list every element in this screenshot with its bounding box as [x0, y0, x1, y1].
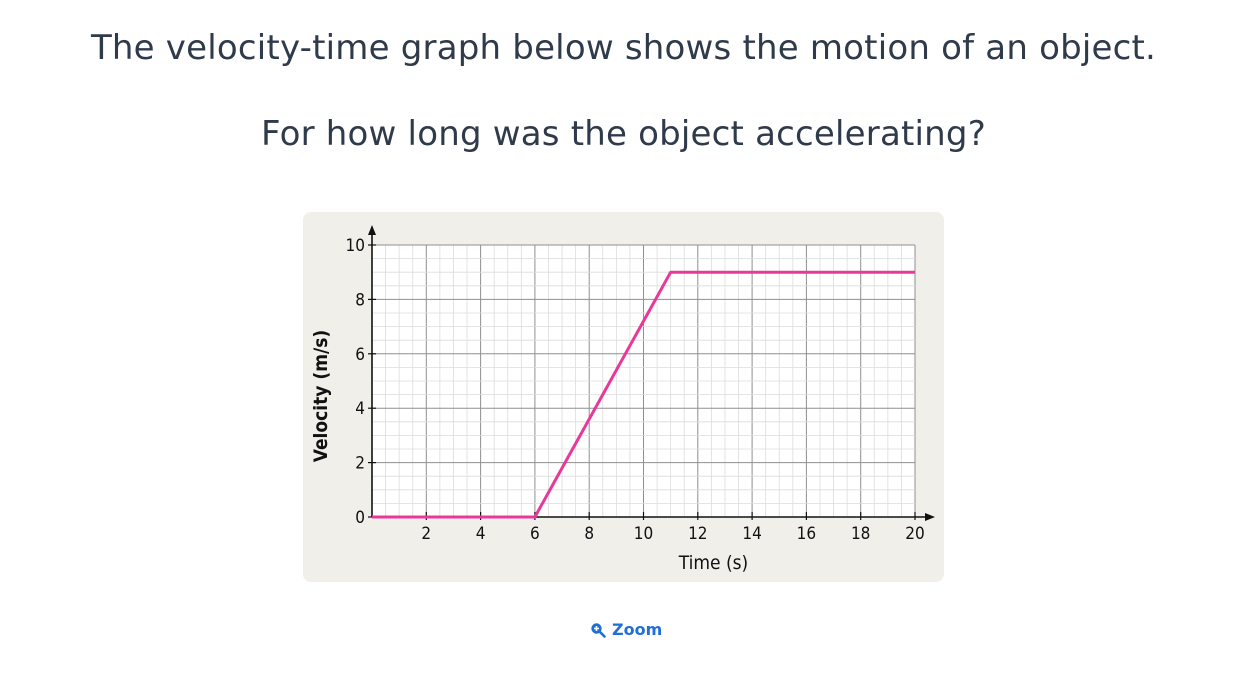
y-tick-label: 4 [355, 399, 365, 419]
series-line [372, 270, 915, 519]
graph-card: 2 4 6 8 10 12 14 16 18 20 0 2 4 6 8 10 Time (s) Velocity … [303, 212, 944, 582]
x-tick-label: 10 [634, 524, 653, 544]
zoom-in-icon [591, 622, 606, 638]
x-tick-label: 2 [421, 524, 431, 544]
x-axis-title: Time (s) [678, 552, 748, 574]
x-tick-label: 8 [584, 524, 594, 544]
y-tick-label: 0 [355, 508, 365, 528]
zoom-label: Zoom [612, 620, 663, 639]
y-axis-arrow [368, 225, 376, 235]
x-axis-arrow [925, 513, 935, 521]
x-tick-label: 16 [797, 524, 816, 544]
velocity-time-chart: 2 4 6 8 10 12 14 16 18 20 0 2 4 6 8 10 Time (s) Velocity … [310, 225, 935, 574]
x-tick-label: 14 [742, 524, 761, 544]
question-line-2: For how long was the object accelerating… [261, 114, 986, 154]
zoom-button[interactable]: Zoom [590, 620, 662, 639]
question-line-1: The velocity-time graph below shows the … [90, 28, 1157, 68]
x-tick-label: 18 [851, 524, 870, 544]
y-axis-title: Velocity (m/s) [310, 330, 332, 463]
y-tick-label: 10 [346, 236, 365, 256]
x-tick-label: 20 [905, 524, 924, 544]
y-tick-label: 2 [355, 454, 365, 474]
x-tick-label: 12 [688, 524, 707, 544]
x-tick-label: 6 [530, 524, 540, 544]
y-tick-label: 6 [355, 345, 365, 365]
y-tick-label: 8 [355, 290, 365, 310]
x-tick-label: 4 [476, 524, 486, 544]
